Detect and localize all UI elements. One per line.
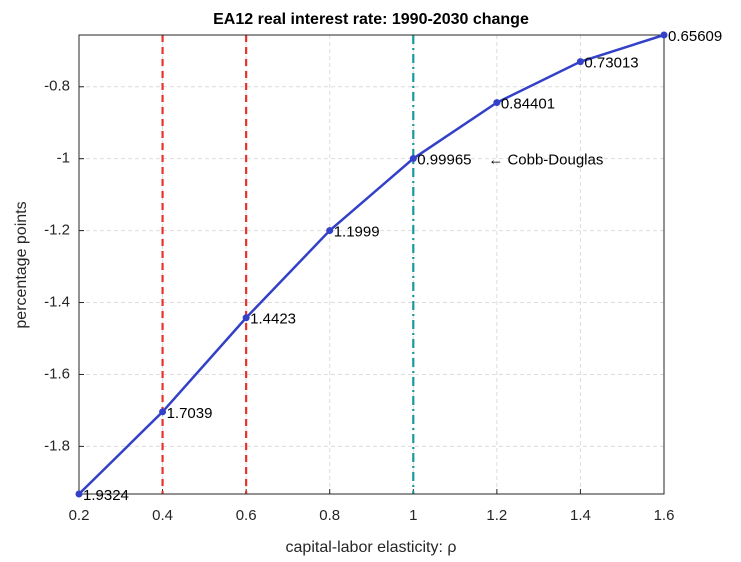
axes-box [78,34,665,495]
y-tick-label: -1.8 [44,437,70,454]
data-label: 1.4423 [250,311,296,328]
data-label: 0.84401 [501,96,555,113]
y-tick-label: -1 [57,150,70,167]
data-label: 0.73013 [584,55,638,72]
x-tick-label: 0.6 [236,507,257,524]
marker [409,155,417,163]
annotation: ← Cobb-Douglas [488,152,603,169]
marker [159,408,167,416]
y-tick-label: -1.4 [44,294,70,311]
data-label: 0.65609 [668,28,722,45]
chart-title: EA12 real interest rate: 1990-2030 chang… [213,11,529,28]
marker [660,31,668,39]
y-axis-label: percentage points [13,201,30,328]
y-tick-label: -1.2 [44,222,70,239]
data-label: 1.7039 [167,405,213,422]
data-label: 1.9324 [83,487,129,504]
marker [493,99,501,107]
x-tick-label: 0.8 [319,507,340,524]
marker [576,58,584,66]
line [78,33,665,495]
x-tick-label: 1 [409,507,417,524]
x-tick-label: 0.2 [69,507,90,524]
marker [75,490,83,498]
data-label: 1.1999 [334,224,380,241]
y-tick-label: -1.6 [44,365,70,382]
x-axis-label: capital-labor elasticity: ρ [286,539,457,556]
x-tick-label: 1.6 [654,507,675,524]
marker [326,227,334,235]
x-tick-label: 0.4 [152,507,173,524]
y-tick-label: -0.8 [44,78,70,95]
data-label: 0.99965 [417,152,471,169]
x-tick-label: 1.2 [486,507,507,524]
marker [242,314,250,322]
x-tick-label: 1.4 [570,507,591,524]
